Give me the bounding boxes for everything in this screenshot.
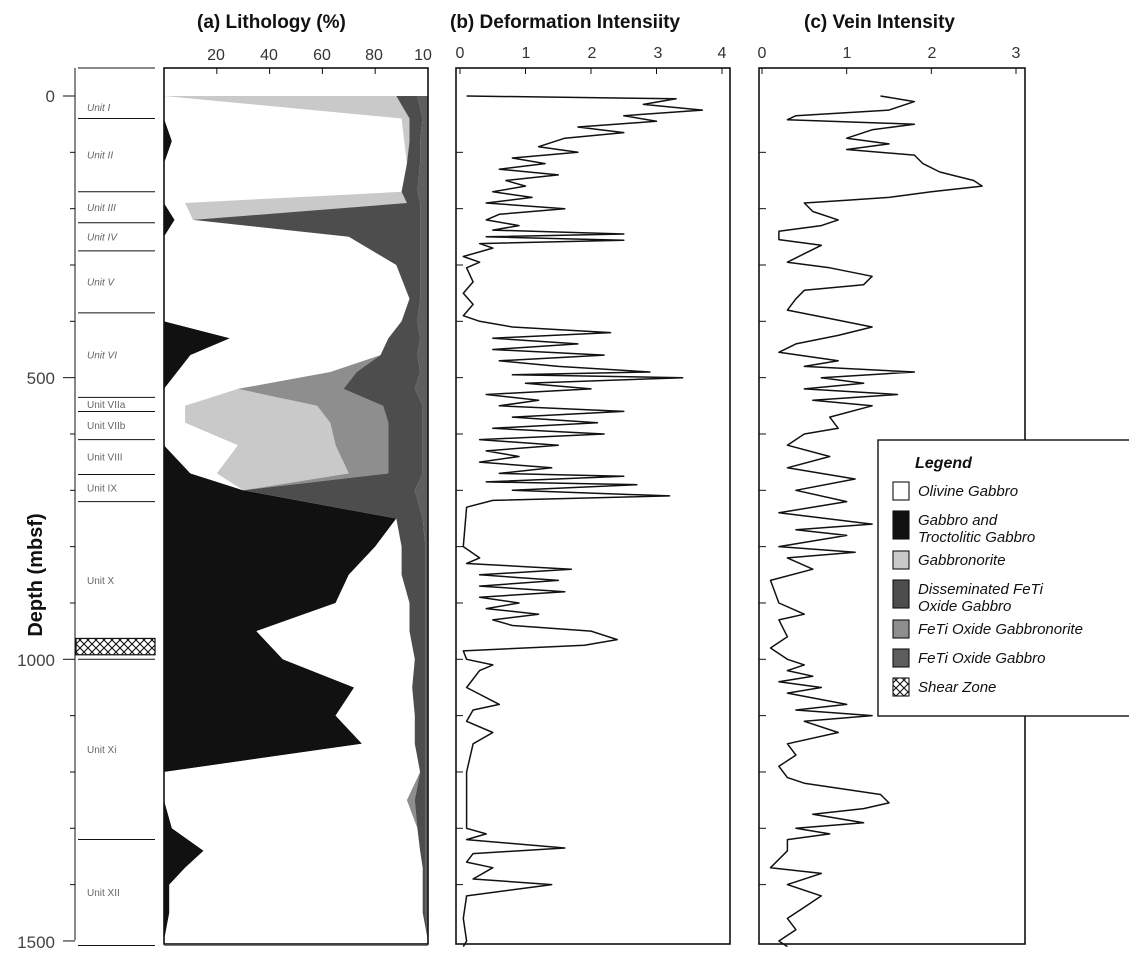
unit-label: Unit VIIa [87,400,126,411]
legend-swatch [893,678,909,696]
x-tick-label: 3 [654,45,663,62]
y-tick-label: 500 [27,369,55,388]
unit-label: Unit I [87,103,111,114]
lithology-panel: 20 40 60 80 10 [164,47,432,945]
depth-tick-marks [63,96,75,941]
unit-label: Unit Xi [87,745,116,756]
unit-label: Unit X [87,576,115,587]
legend-label: Disseminated FeTi [918,581,1044,598]
legend-title: Legend [915,455,973,472]
legend-box [878,440,1129,716]
legend-swatch [893,620,909,638]
legend-swatch [893,511,909,539]
unit-label: Unit IX [87,484,117,495]
unit-label: Unit VI [87,351,117,362]
x-tick-label: 0 [758,45,767,62]
unit-label: Unit IV [87,232,118,243]
unit-column: Unit I Unit II Unit III Unit IV Unit V Unit V… [76,68,155,945]
unit-label: Unit II [87,151,113,162]
x-tick-label: 4 [718,45,727,62]
x-tick-label: 2 [928,45,937,62]
legend-label: FeTi Oxide Gabbro [918,650,1045,667]
legend: Legend Olivine Gabbro Gabbro andTroctolit… [878,440,1129,716]
deformation-frame [456,68,730,944]
deformation-panel: 0 1 2 3 4 [456,45,730,947]
panel-c-title: (c) Vein Intensity [804,12,955,33]
deformation-ticks [456,68,722,885]
depth-axis: 0 500 1000 1500 [17,68,75,952]
legend-label: Shear Zone [918,679,996,696]
legend-label: Oxide Gabbro [918,598,1011,615]
legend-swatch [893,482,909,500]
panel-a-title: (a) Lithology (%) [197,12,346,33]
legend-swatch [893,580,909,608]
unit-label: Unit VIIb [87,421,126,432]
legend-label: Olivine Gabbro [918,483,1018,500]
unit-label: Unit VIII [87,453,123,464]
x-tick-label: 20 [207,47,225,64]
y-tick-label: 1000 [17,651,55,670]
y-tick-label: 0 [46,87,55,106]
x-tick-label: 2 [588,45,597,62]
x-tick-label: 60 [313,47,331,64]
lithology-ticks [217,68,428,74]
deformation-intensity-line [463,96,702,947]
legend-label: Gabbronorite [918,552,1006,569]
unit-label: Unit III [87,203,116,214]
y-tick-label: 1500 [17,933,55,952]
y-axis-label: Depth (mbsf) [25,513,47,636]
shear-zone-band [76,638,155,654]
legend-label: Troctolitic Gabbro [918,529,1035,546]
legend-swatch [893,649,909,667]
lithology-areas [164,96,428,945]
unit-label: Unit V [87,277,116,288]
x-tick-label: 10 [414,47,432,64]
legend-label: FeTi Oxide Gabbronorite [918,621,1083,638]
x-tick-label: 80 [365,47,383,64]
unit-label: Unit XII [87,888,120,899]
legend-swatch [893,551,909,569]
legend-label: Gabbro and [918,512,998,529]
x-tick-label: 40 [260,47,278,64]
x-tick-label: 0 [456,45,465,62]
x-tick-label: 3 [1012,45,1021,62]
panel-b-title: (b) Deformation Intensiity [450,12,681,33]
x-tick-label: 1 [843,45,852,62]
x-tick-label: 1 [522,45,531,62]
